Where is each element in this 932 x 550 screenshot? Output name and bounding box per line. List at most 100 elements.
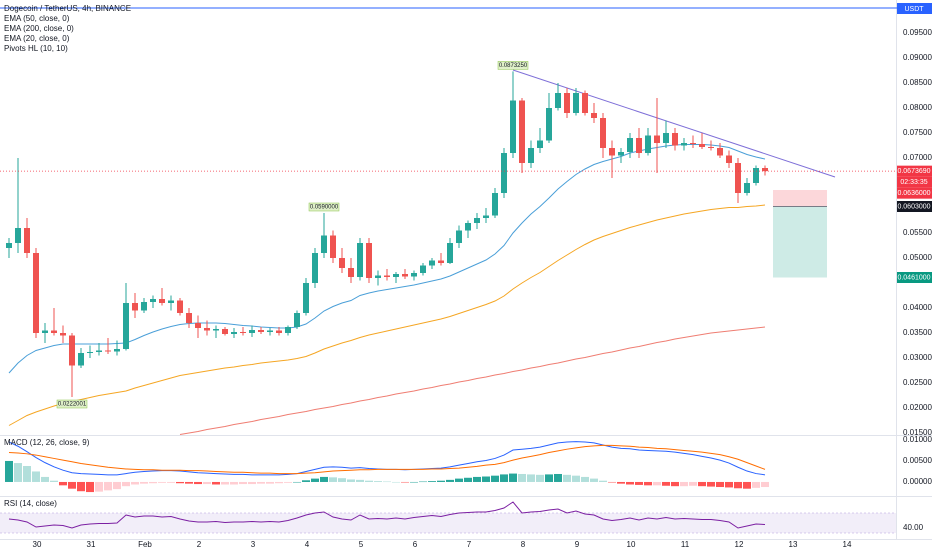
candle-body [456,230,462,243]
y-tick-label: 0.0700000 [903,153,932,162]
x-tick-label: Feb [138,540,152,549]
stop-zone [773,190,827,207]
y-tick-label: 0.0150000 [903,428,932,437]
histogram-bar [464,477,472,482]
candle-body [339,258,345,268]
histogram-bar [185,481,193,484]
x-tick-label: 10 [627,540,636,549]
candle-body [609,148,615,156]
x-tick-label: 7 [467,540,472,549]
candle-body [645,135,651,153]
histogram-bar [23,466,31,482]
candle-body [654,135,660,143]
candle-body [726,155,732,163]
pivot-label: 0.0873250 [499,63,528,69]
candle-body [375,275,381,278]
candle-body [96,350,102,352]
candle-body [393,274,399,277]
candle-body [573,93,579,113]
histogram-bar [32,471,40,482]
candle-body [627,138,633,152]
candle-body [492,193,498,216]
candle-body [159,299,165,303]
candle-body [357,243,363,277]
x-tick-label: 3 [251,540,256,549]
candle-body [123,303,129,349]
candle-body [672,133,678,146]
y-tick-label: 0.0950000 [903,28,932,37]
histogram-bar [734,481,742,489]
histogram-bar [176,481,184,484]
histogram-bar [653,481,661,486]
pivot-box [308,202,340,212]
histogram-bar [509,473,517,482]
histogram-bar [104,481,112,491]
candle-body [582,93,588,113]
histogram-bar [167,481,175,483]
rsi-line [8,501,766,529]
histogram-bar [743,481,751,489]
y-tick-label: 0.0200000 [903,403,932,412]
histogram-bar [599,480,607,482]
x-tick-label: 30 [33,540,42,549]
candle-body [231,332,237,334]
candle-body [294,313,300,327]
histogram-bar [527,474,535,482]
histogram-bar [428,481,436,482]
y-tick-label: 0.0800000 [903,103,932,112]
candle-body [681,143,687,146]
price-badge-label: 0.0636000 [897,190,930,197]
candle-body [24,228,30,253]
candle-body [51,330,57,333]
histogram-bar [203,481,211,485]
price-badge-label: 0.0673690 [897,168,930,175]
candle-body [744,183,750,193]
histogram-bar [5,460,13,482]
pane [5,441,769,493]
candle-body [501,153,507,193]
candle-body [258,330,264,332]
candle-body [105,350,111,352]
histogram-bar [86,481,94,493]
price-badge-label: 0.0461000 [897,274,930,281]
histogram-bar [311,478,319,482]
histogram-bar [329,477,337,482]
y-tick-label: 0.0350000 [903,328,932,337]
histogram-bar [716,481,724,488]
candle-body [60,333,66,336]
histogram-bar [59,481,67,486]
candle-body [303,283,309,313]
candle-body [195,323,201,328]
legend-text: EMA (50, close, 0) [4,14,70,23]
histogram-bar [635,481,643,485]
histogram-bar [347,479,355,482]
histogram-bar [689,481,697,486]
countdown-label: 02:33:35 [900,179,927,186]
histogram-bar [158,481,166,483]
candle-body [132,303,138,311]
candle-body [348,268,354,277]
histogram-bar [113,481,121,490]
histogram-bar [446,479,454,482]
candle-body [663,133,669,143]
candle-body [213,329,219,331]
y-tick-label: 0.0050000 [903,456,932,465]
candle-body [474,218,480,223]
histogram-bar [536,474,544,482]
candle-body [366,243,372,278]
candle-body [519,100,525,163]
trend-line [512,69,836,178]
histogram-bar [617,481,625,484]
histogram-bar [608,481,616,483]
price-badge-label: 0.0603000 [897,203,930,210]
histogram-bar [662,481,670,486]
ema-line [8,204,766,426]
histogram-bar [257,481,265,484]
candle-body [285,327,291,333]
target-zone [773,206,827,278]
y-tick-label: 40.00 [903,523,924,532]
histogram-bar [419,481,427,483]
x-tick-label: 31 [87,540,96,549]
x-tick-label: 13 [789,540,798,549]
